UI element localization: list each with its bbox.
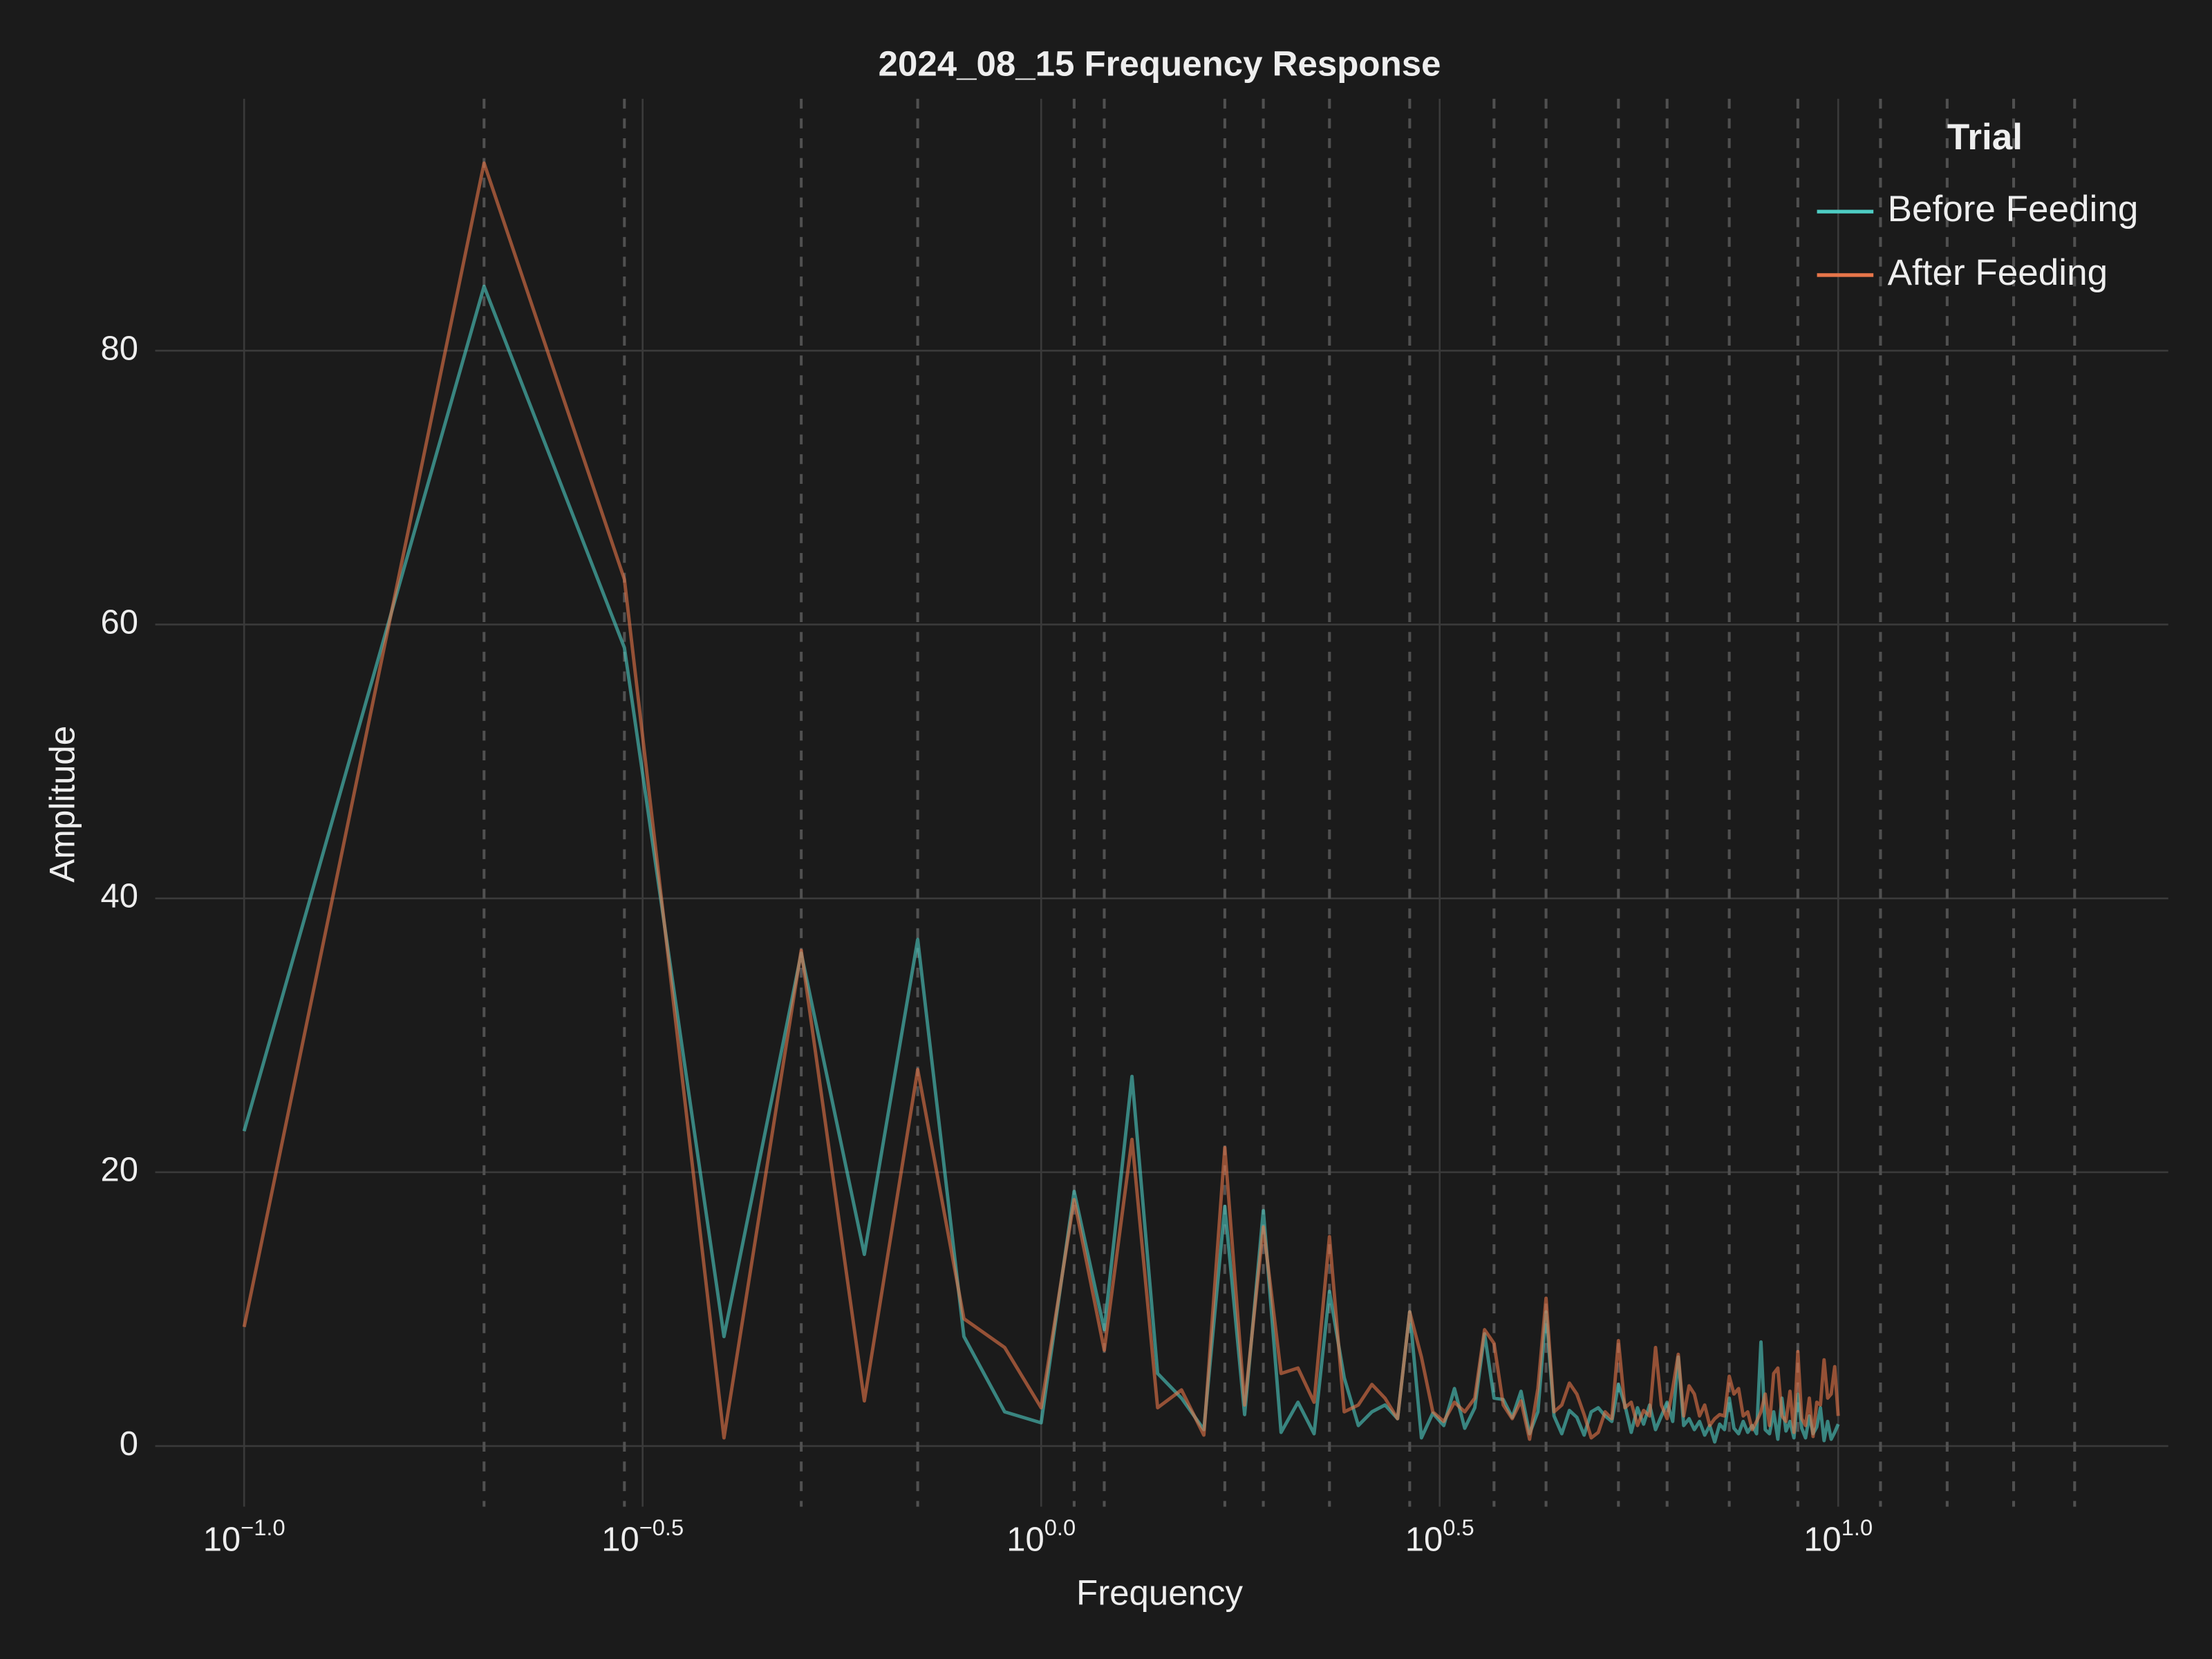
x-tick-label: 10−0.5: [601, 1515, 684, 1559]
chart-title: 2024_08_15 Frequency Response: [879, 44, 1441, 83]
y-tick-label: 80: [101, 330, 138, 367]
y-tick-label: 60: [101, 603, 138, 641]
x-axis-label: Frequency: [1076, 1573, 1244, 1613]
x-tick-base: 10: [1405, 1521, 1443, 1559]
legend: Trial Before Feeding After Feeding: [1817, 117, 2139, 293]
x-tick-exponent: 1.0: [1841, 1515, 1873, 1540]
x-tick-base: 10: [601, 1521, 639, 1559]
plot-area: [242, 161, 1840, 1444]
x-tick-exponent: 0.0: [1044, 1515, 1076, 1540]
x-tick-base: 10: [1006, 1521, 1044, 1559]
grid: [155, 98, 2168, 1507]
x-tick-base: 10: [1803, 1521, 1841, 1559]
y-axis-label: Amplitude: [42, 726, 82, 883]
x-tick-label: 100.5: [1405, 1515, 1474, 1559]
x-tick-label: 10−1.0: [203, 1515, 285, 1559]
x-tick-label: 101.0: [1803, 1515, 1873, 1559]
y-tick-label: 40: [101, 878, 138, 915]
x-tick-base: 10: [203, 1521, 241, 1559]
legend-label: Before Feeding: [1888, 189, 2139, 229]
legend-label: After Feeding: [1888, 252, 2108, 293]
y-tick-label: 20: [101, 1152, 138, 1189]
legend-title: Trial: [1947, 117, 2023, 158]
x-tick-exponent: 0.5: [1443, 1515, 1474, 1540]
x-tick-label: 100.0: [1006, 1515, 1076, 1559]
y-tick-label: 0: [120, 1425, 138, 1463]
line-series: [242, 284, 1840, 1444]
x-tick-exponent: −1.0: [241, 1515, 285, 1540]
x-tick-exponent: −0.5: [639, 1515, 684, 1540]
line-series: [242, 161, 1840, 1441]
